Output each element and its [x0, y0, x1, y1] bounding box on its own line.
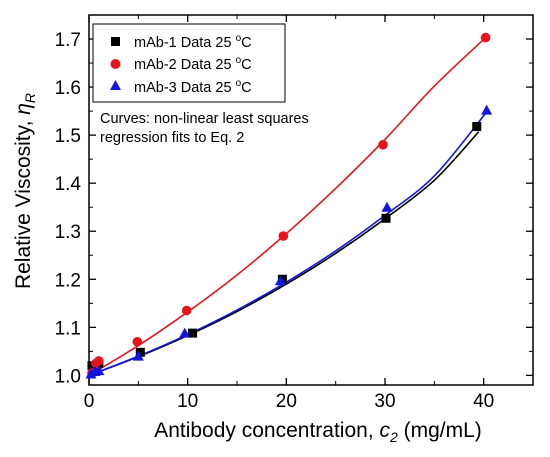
data-point-triangle [93, 365, 105, 376]
y-axis-title: Relative Viscosity, ηR [12, 93, 38, 289]
y-tick-label: 1.1 [55, 318, 81, 339]
legend-marker-triangle [110, 80, 121, 90]
legend-entry-mab-3: mAb-3 Data 25 oC [110, 78, 252, 96]
x-tick-label: 10 [177, 391, 198, 412]
data-point-circle [94, 356, 104, 366]
x-tick-label: 30 [374, 391, 395, 412]
data-point-triangle [381, 201, 393, 212]
x-axis-title: Antibody concentration, c2 (mg/mL) [154, 419, 482, 445]
legend-entry-mab-1: mAb-1 Data 25 oC [111, 33, 252, 51]
annotation-line-1: Curves: non-linear least squares [100, 111, 309, 127]
fit-curve-series-3 [88, 111, 488, 377]
y-axis: 1.0 1.1 1.2 1.3 1.4 1.5 1.6 1.7 [55, 30, 533, 387]
y-tick-label: 1.3 [55, 222, 81, 243]
data-point-square [472, 121, 482, 131]
data-point-circle [378, 139, 388, 150]
legend-marker-square [111, 37, 120, 46]
data-point-circle [132, 336, 143, 347]
y-tick-label: 1.7 [55, 30, 81, 51]
data-point-triangle [179, 327, 191, 338]
x-tick-label: 20 [276, 391, 297, 412]
x-tick-label: 40 [473, 391, 494, 412]
legend-entry-mab-2: mAb-2 Data 25 oC [110, 55, 252, 73]
y-tick-label: 1.0 [55, 366, 81, 387]
data-point-triangle [132, 350, 144, 361]
annotation-line-2: regression fits to Eq. 2 [100, 130, 244, 146]
y-tick-label: 1.5 [55, 126, 81, 147]
legend: mAb-1 Data 25 oC mAb-2 Data 25 oC mAb-3 … [92, 23, 286, 103]
x-tick-label: 0 [84, 391, 95, 412]
fit-curve-series-2 [88, 37, 487, 377]
y-tick-label: 1.2 [55, 270, 81, 291]
data-point-triangle [481, 104, 493, 115]
y-tick-label: 1.4 [55, 174, 82, 195]
data-point-circle [278, 231, 289, 241]
x-axis: 0 10 20 30 40 [84, 15, 494, 412]
data-point-triangle [274, 275, 286, 286]
data-point-square [381, 213, 391, 223]
data-point-circle [181, 305, 192, 316]
data-point-square [135, 347, 145, 357]
data-points [85, 32, 493, 379]
legend-marker-circle [110, 59, 121, 69]
legend-label: mAb-1 Data 25 oC [134, 33, 252, 51]
plot-area-frame [88, 14, 534, 386]
legend-box [92, 23, 286, 103]
data-point-square [188, 328, 198, 338]
legend-label: mAb-2 Data 25 oC [134, 55, 252, 73]
legend-label: mAb-3 Data 25 oC [134, 78, 252, 96]
data-point-circle [480, 32, 491, 43]
y-tick-label: 1.6 [55, 78, 81, 99]
